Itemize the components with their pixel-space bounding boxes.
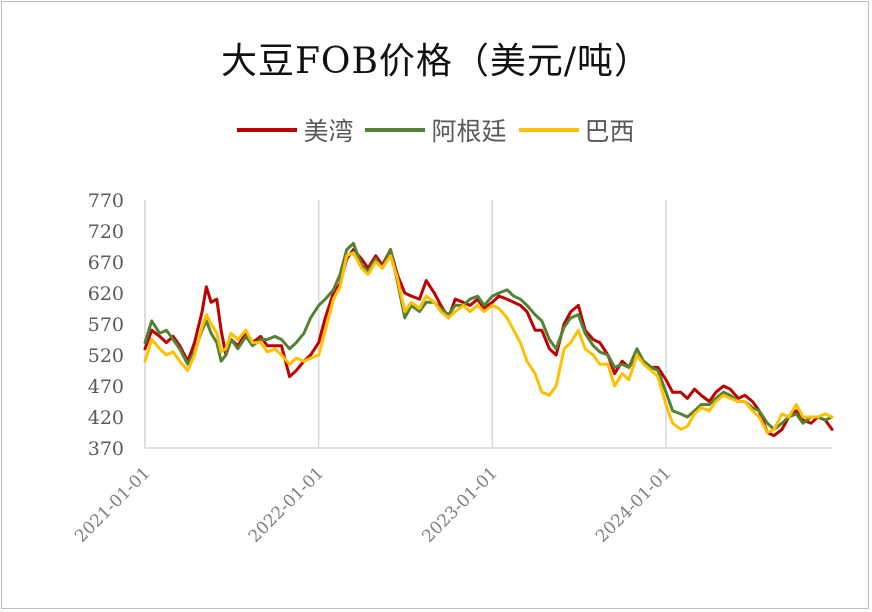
x-tick-label: 2024-01-01 [592,463,675,546]
x-tick-label: 2023-01-01 [418,463,501,546]
legend-swatch [237,128,298,132]
chart-title: 大豆FOB价格（美元/吨） [220,41,652,82]
legend-item: 巴西 [518,112,635,148]
legend-item: 美湾 [237,112,353,148]
y-tick-label: 570 [88,314,124,336]
legend-label: 美湾 [303,117,354,146]
legend-item: 阿根廷 [365,112,507,148]
legend-label: 巴西 [584,117,635,146]
series-line-阿根廷 [143,241,834,431]
chart-legend: 美湾 阿根廷 巴西 [2,110,870,150]
y-tick-label: 670 [88,252,124,274]
legend-swatch [518,128,579,132]
x-tick-label: 2022-01-01 [245,463,328,546]
legend-label: 阿根廷 [431,117,507,146]
series-line-巴西 [143,251,834,434]
y-tick-label: 520 [88,345,124,367]
legend-swatch [365,128,426,132]
series-line-美湾 [143,248,834,438]
y-tick-label: 720 [88,221,124,243]
y-tick-label: 470 [88,376,124,398]
y-tick-label: 770 [88,190,124,212]
y-tick-label: 620 [88,283,124,305]
x-tick-label: 2021-01-01 [71,463,154,546]
y-tick-label: 370 [88,438,124,460]
y-tick-label: 420 [88,407,124,429]
